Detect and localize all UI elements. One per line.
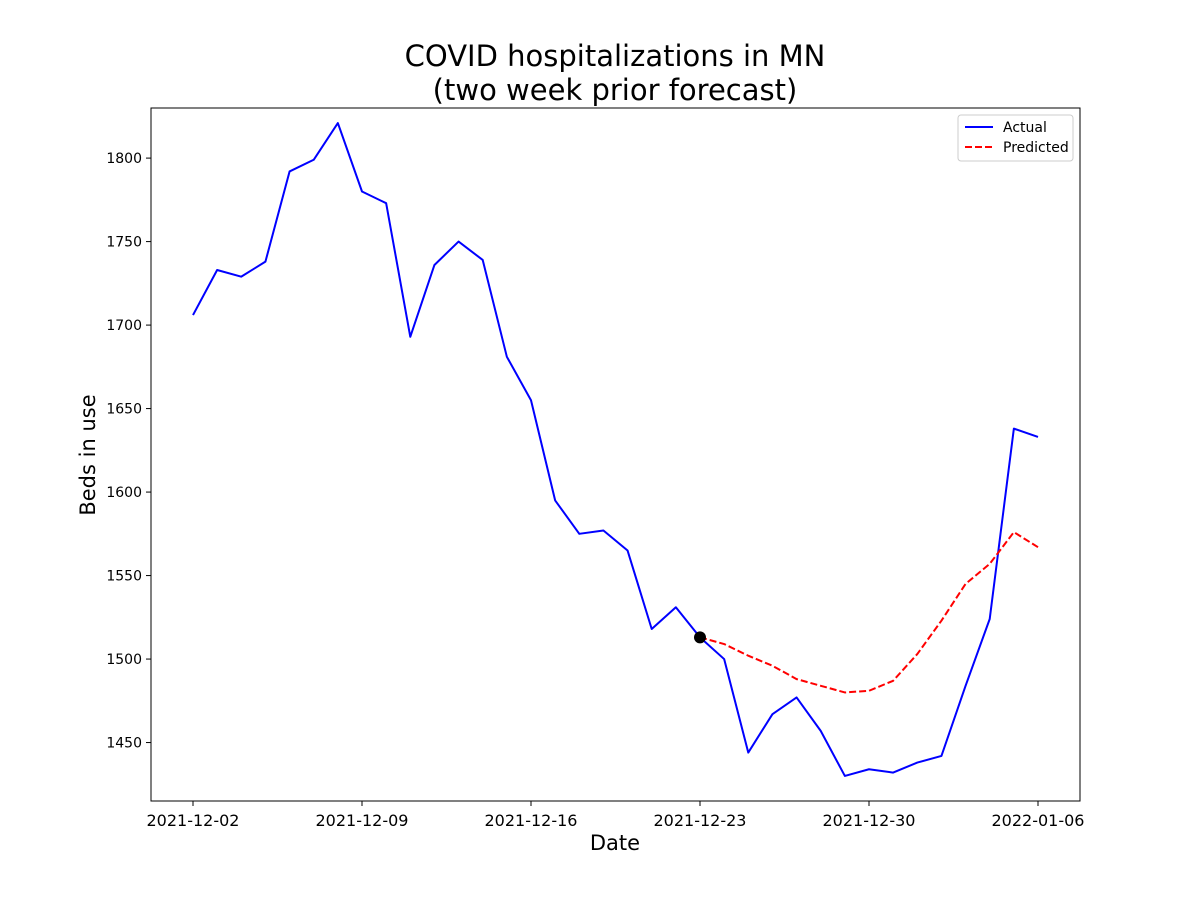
x-tick-label-4: 2021-12-30 [823,811,916,830]
x-tick-label-5: 2022-01-06 [992,811,1085,830]
legend-label-predicted: Predicted [1003,140,1069,156]
x-tick-label-3: 2021-12-23 [654,811,747,830]
y-tick-label-7: 1800 [106,151,142,167]
y-tick-label-4: 1650 [106,402,142,418]
y-tick-label-3: 1600 [106,485,142,501]
y-tick-label-5: 1700 [106,318,142,334]
x-axis: 2021-12-02 2021-12-09 2021-12-16 2021-12-23… [147,801,1085,830]
y-axis-label: Beds in use [76,394,100,515]
y-tick-label-2: 1550 [106,569,142,585]
y-axis: 1450 1500 1550 1600 1650 1700 1750 1800 [106,151,151,752]
series-line-predicted [699,531,1039,694]
chart-title-line2: (two week prior forecast) [433,73,798,107]
plot-frame [150,107,1081,802]
legend: Actual Predicted [957,114,1074,162]
x-tick-label-1: 2021-12-09 [316,811,409,830]
y-tick-label-1: 1500 [106,652,142,668]
legend-label-actual: Actual [1003,120,1047,136]
y-tick-label-6: 1750 [106,235,142,251]
series-line-actual [192,122,1039,777]
plot-area [192,122,1039,777]
x-tick-label-2: 2021-12-16 [485,811,578,830]
y-tick-label-0: 1450 [106,736,142,752]
chart-title-line1: COVID hospitalizations in MN [405,39,826,73]
x-tick-label-0: 2021-12-02 [147,811,240,830]
x-axis-label: Date [590,831,640,855]
forecast-start-marker [694,631,706,644]
